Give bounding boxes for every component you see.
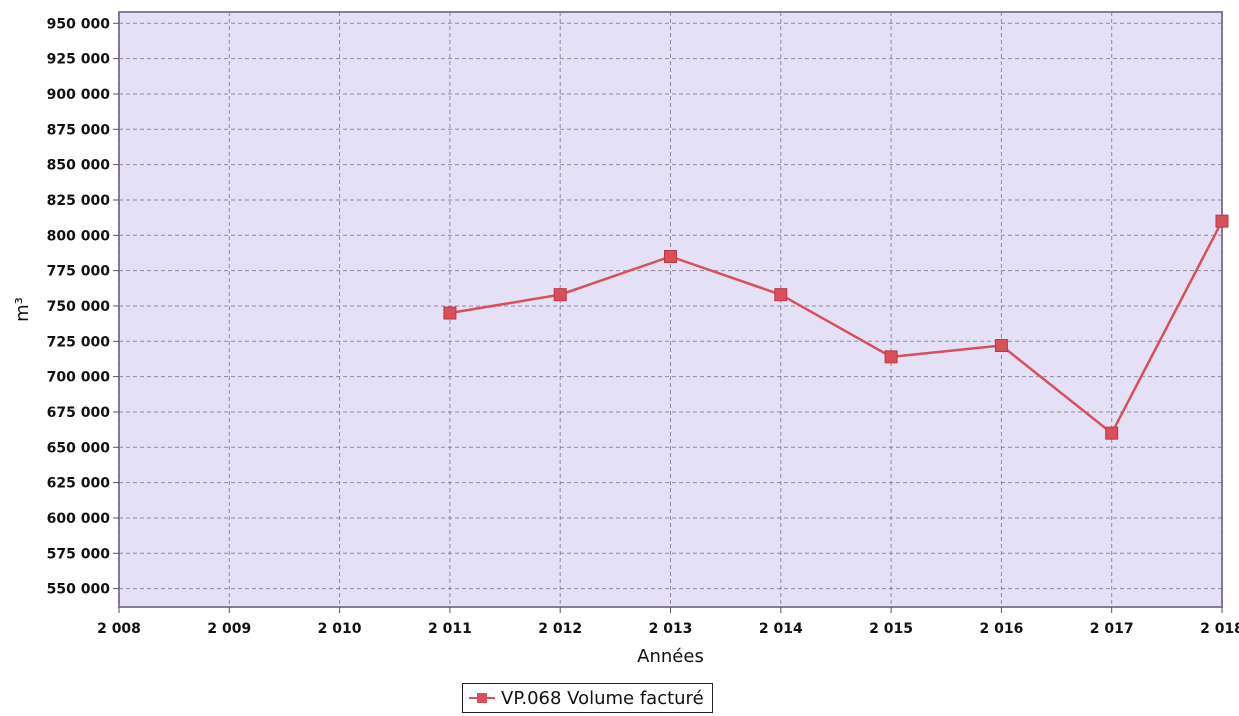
data-point — [664, 250, 677, 264]
legend: VP.068 Volume facturé — [462, 683, 713, 713]
series-layer — [443, 214, 1229, 440]
legend-series-label: VP.068 Volume facturé — [501, 687, 704, 709]
x-axis-ticks: 2 008 2 009 2 010 2 011 2 012 2 013 2 014 2 015… — [97, 607, 1239, 637]
series-line — [449, 220, 1224, 435]
x-tick-label: 2 011 — [428, 621, 472, 637]
data-point — [774, 288, 788, 302]
x-tick-label: 2 012 — [538, 621, 582, 637]
y-tick-label: 925 000 — [47, 52, 111, 68]
data-point — [1215, 214, 1229, 228]
data-point — [1105, 426, 1119, 440]
x-tick-label: 2 017 — [1090, 621, 1134, 637]
y-tick-label: 725 000 — [47, 334, 111, 350]
y-tick-label: 675 000 — [47, 405, 111, 421]
y-tick-label: 875 000 — [47, 122, 111, 138]
y-tick-label: 575 000 — [47, 546, 111, 562]
data-point — [553, 288, 567, 302]
y-tick-label: 825 000 — [47, 193, 111, 209]
y-tick-label: 800 000 — [47, 228, 111, 244]
y-axis-ticks: 550 000 575 000 600 000 625 000 650 000 675 0… — [47, 16, 119, 598]
x-tick-label: 2 015 — [869, 621, 913, 637]
y-tick-label: 750 000 — [47, 299, 111, 315]
data-point — [884, 350, 898, 364]
y-tick-label: 650 000 — [47, 440, 111, 456]
y-tick-label: 900 000 — [47, 87, 111, 103]
x-tick-label: 2 010 — [318, 621, 362, 637]
legend-series-swatch — [469, 691, 495, 705]
data-point — [994, 339, 1008, 353]
x-tick-label: 2 016 — [979, 621, 1023, 637]
y-tick-label: 950 000 — [47, 16, 111, 32]
y-tick-label: 700 000 — [47, 370, 111, 386]
y-tick-label: 625 000 — [47, 476, 111, 492]
y-tick-label: 550 000 — [47, 582, 111, 598]
x-tick-label: 2 018 — [1200, 621, 1239, 637]
y-tick-label: 600 000 — [47, 511, 111, 527]
y-axis-title: m³ — [12, 297, 33, 322]
x-axis-title: Années — [637, 646, 704, 667]
data-point — [443, 306, 457, 320]
y-tick-label: 775 000 — [47, 264, 111, 280]
x-tick-label: 2 008 — [97, 621, 141, 637]
x-tick-label: 2 013 — [649, 621, 693, 637]
x-tick-label: 2 009 — [207, 621, 251, 637]
y-tick-label: 850 000 — [47, 158, 111, 174]
gridlines — [118, 12, 1223, 607]
x-tick-label: 2 014 — [759, 621, 803, 637]
